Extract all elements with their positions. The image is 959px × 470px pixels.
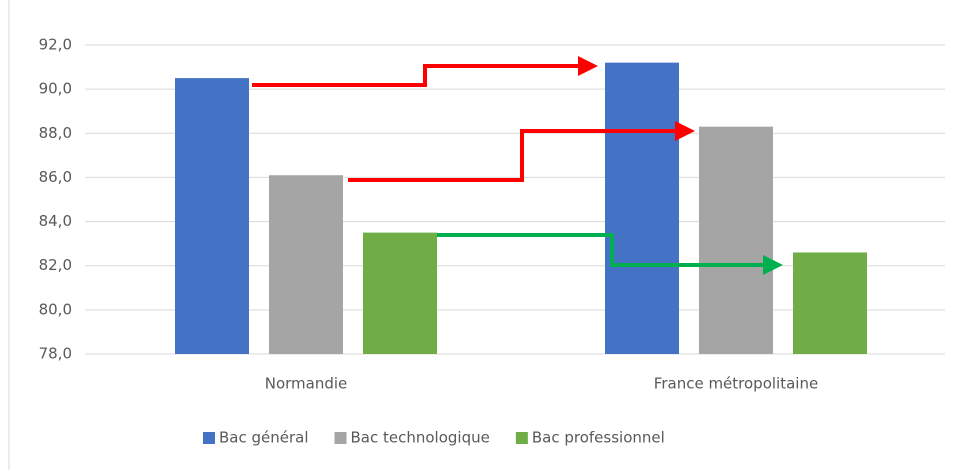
bar: [269, 175, 343, 354]
legend-swatch: [203, 432, 215, 444]
arrow: [348, 121, 695, 182]
bar: [363, 232, 437, 354]
bar: [605, 62, 679, 355]
y-tick-label: 84,0: [39, 212, 72, 230]
legend-swatch: [334, 432, 347, 444]
legend-swatch: [515, 432, 528, 444]
plot: 78,0 80,0 82,0 84,0 86,0 88,0 90,0 92,0 Normandi…: [39, 36, 945, 447]
y-tick-label: 78,0: [39, 345, 72, 363]
y-tick-label: 86,0: [39, 168, 72, 186]
bar: [699, 126, 773, 355]
arrow: [252, 56, 598, 87]
legend-label: Bac technologique: [351, 429, 490, 447]
legend-label: Bac professionnel: [532, 429, 665, 447]
bar: [793, 252, 867, 354]
y-tick-label: 82,0: [39, 256, 72, 274]
y-tick-label: 90,0: [39, 80, 72, 98]
legend-label: Bac général: [219, 429, 309, 447]
y-tick-label: 80,0: [39, 300, 72, 318]
y-tick-label: 88,0: [39, 124, 72, 142]
arrow: [437, 233, 783, 275]
x-tick-label: France métropolitaine: [654, 375, 818, 393]
bar: [175, 78, 249, 354]
x-tick-label: Normandie: [265, 375, 348, 393]
y-tick-label: 92,0: [39, 36, 72, 54]
